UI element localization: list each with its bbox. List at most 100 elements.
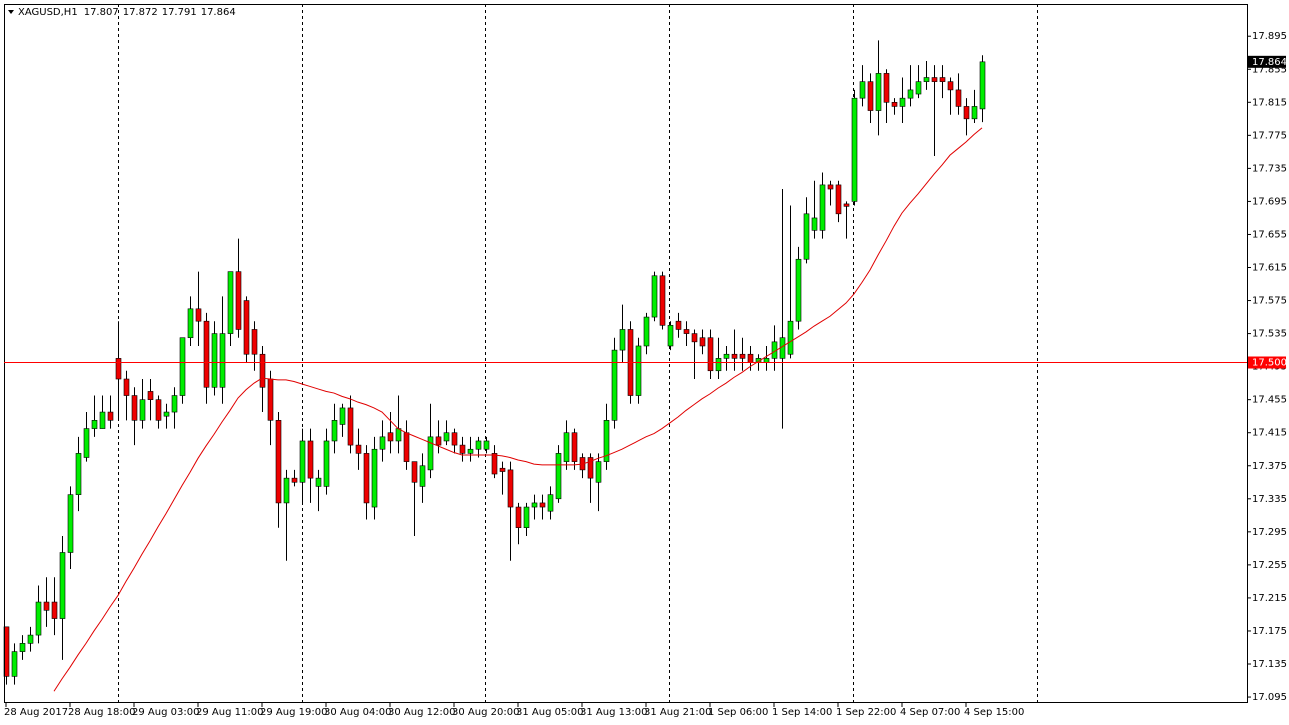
y-tick-label: 17.295 <box>1252 527 1287 538</box>
last-low: 17.791 <box>162 7 197 18</box>
candle-body <box>723 353 730 359</box>
plot-border <box>4 4 1248 703</box>
candle-body <box>731 353 738 359</box>
y-tick-label: 17.255 <box>1252 560 1287 571</box>
candle-body <box>27 634 34 644</box>
candle-body <box>235 271 242 330</box>
candle-body <box>611 349 618 421</box>
moving-average <box>53 127 983 692</box>
menu-arrow[interactable] <box>8 10 14 14</box>
x-tick-label: 30 Aug 04:00 <box>324 707 391 718</box>
y-tick-label: 17.135 <box>1252 659 1287 670</box>
candle-body <box>251 329 258 355</box>
candle-body <box>595 461 602 483</box>
candle-body <box>443 432 450 442</box>
y-tick-label: 17.655 <box>1252 229 1287 240</box>
x-tick-label: 28 Aug 2017 <box>4 707 68 718</box>
candle-body <box>715 358 722 372</box>
candle-body <box>427 436 434 471</box>
candle-body <box>411 461 418 483</box>
candle-body <box>683 329 690 334</box>
x-tick-label: 28 Aug 18:00 <box>68 707 135 718</box>
x-tick-label: 4 Sep 07:00 <box>900 707 960 718</box>
candle-body <box>379 436 386 450</box>
candle-body <box>43 601 50 611</box>
candle-body <box>387 432 394 442</box>
candle-body <box>467 448 474 454</box>
candle-body <box>147 391 154 400</box>
x-tick-label: 1 Sep 14:00 <box>772 707 832 718</box>
symbol: XAGUSD,H1 <box>18 7 78 18</box>
candle-body <box>355 444 362 454</box>
candle-body <box>211 333 218 388</box>
candle-body <box>803 213 810 260</box>
candle-body <box>563 432 570 462</box>
candle-body <box>899 97 906 107</box>
x-tick-label: 29 Aug 19:00 <box>260 707 327 718</box>
candle-body <box>691 333 698 343</box>
candle-body <box>475 440 482 450</box>
candle-body <box>107 411 114 421</box>
candle-body <box>163 411 170 417</box>
candle-body <box>699 337 706 347</box>
candle-body <box>659 275 666 326</box>
x-tick-label: 1 Sep 06:00 <box>708 707 768 718</box>
candle-body <box>179 337 186 396</box>
candle-body <box>635 345 642 396</box>
candle-body <box>195 308 202 322</box>
y-tick-label: 17.815 <box>1252 97 1287 108</box>
candle-body <box>371 448 378 508</box>
candle-body <box>571 432 578 462</box>
x-tick-label: 30 Aug 20:00 <box>452 707 519 718</box>
candle-body <box>531 502 538 508</box>
candle-body <box>315 477 322 487</box>
candle-body <box>419 465 426 487</box>
candle-body <box>539 502 546 508</box>
candle-body <box>139 399 146 421</box>
candle-body <box>275 420 282 504</box>
chart-title: XAGUSD,H1 17.807 17.872 17.791 17.864 <box>18 7 236 18</box>
candle-body <box>947 81 954 91</box>
candle-body <box>203 320 210 388</box>
candle-body <box>523 506 530 529</box>
candle-body <box>11 651 18 677</box>
y-tick-label: 17.215 <box>1252 593 1287 604</box>
candle-body <box>59 552 66 619</box>
candle-body <box>651 275 658 318</box>
candle-body <box>115 358 122 380</box>
candle-body <box>499 467 506 472</box>
price-label-box <box>1248 55 1286 68</box>
candle-body <box>91 420 98 429</box>
plot <box>3 40 986 692</box>
level-label: 17.500 <box>1252 357 1287 368</box>
candle-body <box>883 73 890 103</box>
x-tick-label: 29 Aug 03:00 <box>132 707 199 718</box>
candle-body <box>283 477 290 504</box>
candle-body <box>875 73 882 111</box>
candle-body <box>291 477 298 483</box>
candle-body <box>331 420 338 442</box>
candle-body <box>243 300 250 355</box>
candle-body <box>131 395 138 421</box>
candle-body <box>35 601 42 636</box>
candle-body <box>603 420 610 462</box>
candle-body <box>515 506 522 529</box>
candle-body <box>75 453 82 495</box>
y-tick-label: 17.375 <box>1252 461 1287 472</box>
y-tick-label: 17.735 <box>1252 163 1287 174</box>
y-tick-label: 17.335 <box>1252 494 1287 505</box>
y-tick-label: 17.175 <box>1252 626 1287 637</box>
y-tick-label: 17.415 <box>1252 428 1287 439</box>
candle-body <box>155 399 162 421</box>
candle-body <box>619 329 626 351</box>
candle-body <box>323 440 330 487</box>
candle-body <box>507 469 514 508</box>
candle-body <box>219 333 226 388</box>
candle-body <box>915 81 922 95</box>
candle-body <box>707 337 714 372</box>
candle-body <box>339 407 346 425</box>
candle-body <box>739 353 746 359</box>
candle-body <box>459 444 466 454</box>
candle-body <box>747 353 754 363</box>
candle-body <box>67 494 74 553</box>
